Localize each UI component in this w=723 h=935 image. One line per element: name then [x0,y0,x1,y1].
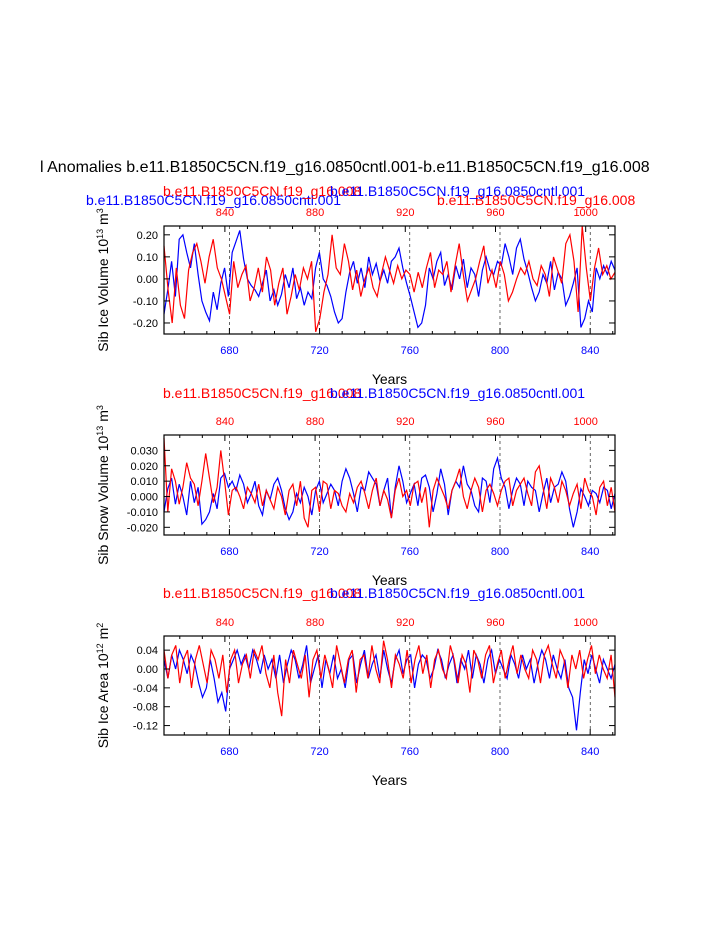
x-tick-label-top: 880 [306,617,324,629]
panel-2: b.e11.B1850C5CN.f19_g16.008b.e11.B1850C5… [95,385,616,588]
y-axis-title-unit-exponent: 3 [95,405,105,410]
y-axis-title-unit-exponent: 2 [95,623,105,628]
x-axis-title: Years [372,371,407,387]
series-line-experiment [163,640,616,717]
y-tick-label: 0.10 [137,252,158,264]
y-tick-label: -0.10 [133,296,158,308]
x-tick-label-bottom: 800 [491,345,509,357]
panel-legend-experiment: b.e11.B1850C5CN.f19_g16.008 [163,585,361,601]
x-tick-label-top: 960 [486,416,504,428]
plot-frame [163,434,616,536]
x-tick-label-top: 840 [216,416,234,428]
x-tick-label-top: 920 [396,617,414,629]
x-tick-label-bottom: 720 [310,345,328,357]
y-axis-title-main: Sib Ice Area 10 [95,653,111,748]
series-line-experiment [163,438,616,528]
y-axis-title-unit: m [95,410,111,426]
panel-legend-control: b.e11.B1850C5CN.f19_g16.0850cntl.001 [330,585,585,601]
x-tick-label-bottom: 680 [220,345,238,357]
y-tick-label: -0.20 [133,318,158,330]
figure-title: l Anomalies b.e11.B1850C5CN.f19_g16.0850… [40,159,650,176]
series-line-control [163,455,616,528]
y-axis-title-exponent: 13 [95,229,105,239]
y-axis-title: Sib Snow Volume 1013 m3 [95,405,111,565]
x-tick-label-top: 1000 [573,416,597,428]
x-axis-title: Years [372,572,407,588]
y-axis-title-unit: m [95,628,111,644]
panel-legend-experiment: b.e11.B1850C5CN.f19_g16.008 [163,385,361,401]
panel1-legend-experiment: b.e11.B1850C5CN.f19_g16.008 [163,183,361,199]
plot-frame [163,635,616,736]
y-tick-label: 0.04 [137,645,158,657]
x-tick-label-top: 1000 [573,207,597,219]
x-tick-label-bottom: 680 [220,746,238,758]
y-tick-label: 0.030 [130,445,158,457]
y-tick-label: 0.010 [130,476,158,488]
y-tick-label: -0.020 [127,522,158,534]
panel-3: b.e11.B1850C5CN.f19_g16.008b.e11.B1850C5… [95,585,616,788]
y-axis-title-exponent: 13 [95,426,105,436]
x-tick-label-bottom: 800 [491,546,509,558]
y-tick-label: 0.20 [137,230,158,242]
x-tick-label-top: 960 [486,617,504,629]
panel1-legend-control: b.e11.B1850C5CN.f19_g16.0850cntl.001 [330,183,585,199]
y-axis-title-exponent: 12 [95,643,105,653]
y-tick-label: 0.00 [137,274,158,286]
y-axis-title-main: Sib Ice Volume 10 [95,239,111,352]
x-tick-label-top: 880 [306,207,324,219]
x-tick-label-top: 1000 [573,617,597,629]
y-axis-title: Sib Ice Volume 1013 m3 [95,208,111,351]
x-tick-label-bottom: 760 [401,345,419,357]
y-tick-label: 0.000 [130,492,158,504]
x-tick-label-top: 880 [306,416,324,428]
plot-frame [163,225,616,335]
series-line-experiment [163,225,616,332]
x-tick-label-bottom: 840 [581,746,599,758]
x-tick-label-top: 920 [396,207,414,219]
panels-group: 680 720 760 800 840 840 880 920 960 1000 0.20 0.10 0… [95,207,616,788]
x-tick-label-bottom: 840 [581,546,599,558]
x-tick-label-top: 840 [216,617,234,629]
y-axis-title-unit: m [95,213,111,229]
y-tick-label: 0.020 [130,461,158,473]
x-tick-label-bottom: 760 [401,746,419,758]
top-legend-control: b.e11.B1850C5CN.f19_g16.0850cntl.001 [86,192,341,208]
y-tick-label: 0.00 [137,664,158,676]
y-tick-label: -0.12 [133,721,158,733]
x-axis-title: Years [372,772,407,788]
x-tick-label-top: 840 [216,207,234,219]
x-tick-label-bottom: 720 [310,746,328,758]
x-tick-label-bottom: 840 [581,345,599,357]
panel-1: 680 720 760 800 840 840 880 920 960 1000 0.20 0.10 0… [95,207,616,387]
x-tick-label-bottom: 680 [220,546,238,558]
y-tick-label: -0.04 [133,683,158,695]
y-axis-title: Sib Ice Area 1012 m2 [95,623,111,749]
y-axis-title-main: Sib Snow Volume 10 [95,435,111,564]
x-tick-label-top: 920 [396,416,414,428]
x-tick-label-bottom: 720 [310,546,328,558]
x-tick-label-bottom: 800 [491,746,509,758]
panel-legend-control: b.e11.B1850C5CN.f19_g16.0850cntl.001 [330,385,585,401]
y-tick-label: -0.08 [133,702,158,714]
x-tick-label-bottom: 760 [401,546,419,558]
top-legend-experiment: b.e11.B1850C5CN.f19_g16.008 [437,192,635,208]
series-line-control [163,230,616,329]
y-tick-label: -0.010 [127,507,158,519]
y-axis-title-unit-exponent: 3 [95,208,105,213]
x-tick-label-top: 960 [486,207,504,219]
